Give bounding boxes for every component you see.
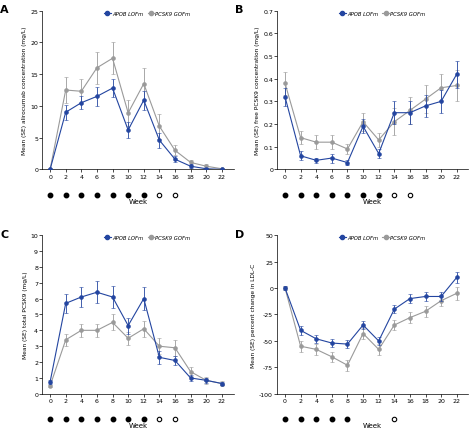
X-axis label: Week: Week xyxy=(128,422,147,428)
Y-axis label: Mean (SE) percent change in LDL-C: Mean (SE) percent change in LDL-C xyxy=(251,263,256,367)
Text: A: A xyxy=(0,5,9,15)
X-axis label: Week: Week xyxy=(363,422,383,428)
Y-axis label: Mean (SE) free PCSK9 concentration (mg/L): Mean (SE) free PCSK9 concentration (mg/L… xyxy=(255,27,260,155)
X-axis label: Week: Week xyxy=(128,198,147,204)
Legend: APOB LOFm, PCSK9 GOFm: APOB LOFm, PCSK9 GOFm xyxy=(339,235,426,241)
Text: C: C xyxy=(0,229,9,239)
Text: D: D xyxy=(235,229,245,239)
Legend: APOB LOFm, PCSK9 GOFm: APOB LOFm, PCSK9 GOFm xyxy=(339,11,426,17)
X-axis label: Week: Week xyxy=(363,198,383,204)
Y-axis label: Mean (SE) total PCSK9 (mg/L): Mean (SE) total PCSK9 (mg/L) xyxy=(23,271,27,358)
Text: B: B xyxy=(235,5,244,15)
Y-axis label: Mean (SE) alirocumab concentration (mg/L): Mean (SE) alirocumab concentration (mg/L… xyxy=(22,27,27,155)
Legend: APOB LOFm, PCSK9 GOFm: APOB LOFm, PCSK9 GOFm xyxy=(104,11,191,17)
Legend: APOB LOFm, PCSK9 GOFm: APOB LOFm, PCSK9 GOFm xyxy=(104,235,191,241)
